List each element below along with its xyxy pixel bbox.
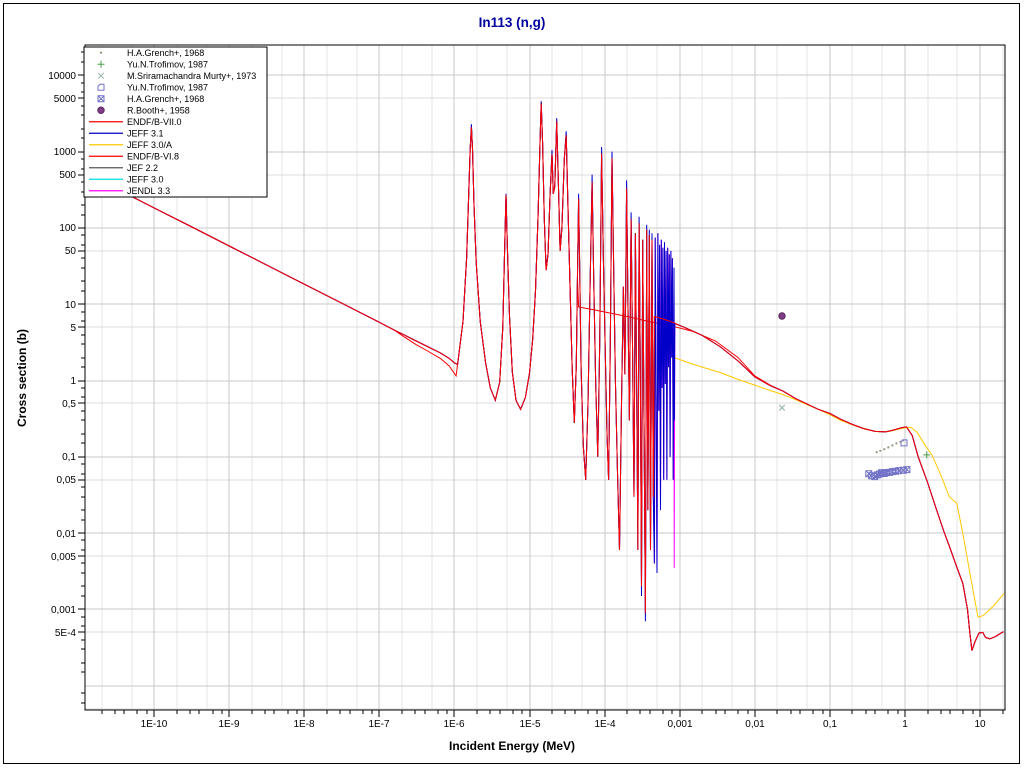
x-tick-label: 1E-9	[218, 719, 240, 730]
legend-marker-plus-icon	[97, 60, 105, 68]
gridlines	[85, 45, 1005, 710]
scatter-m.sriramachandra-murty-1973	[778, 404, 786, 411]
plot-border	[84, 44, 1006, 711]
legend-marker-x-icon	[97, 72, 105, 79]
scatter-yu.n.trofimov-1987	[900, 439, 908, 447]
legend-item-label: H.A.Grench+, 1968	[127, 48, 204, 58]
legend-item-label: Yu.N.Trofimov, 1987	[127, 82, 208, 92]
y-tick-label: 10000	[48, 71, 76, 82]
window-border	[3, 3, 1020, 764]
y-tick-label: 1	[70, 376, 76, 387]
y-tick-label: 1000	[54, 147, 77, 158]
legend-item-label: JEF 2.2	[127, 163, 158, 173]
y-tick-label: 50	[65, 246, 77, 257]
series-jeff-3.0-a	[674, 357, 1005, 618]
y-tick-label: 5	[70, 323, 76, 334]
legend-marker-circle-icon	[97, 106, 105, 114]
y-tick-label: 5E-4	[55, 628, 77, 639]
legend-item-label: R.Booth+, 1958	[127, 105, 190, 115]
x-tick-label: 1E-4	[594, 719, 616, 730]
y-tick-label: 5000	[54, 94, 77, 105]
x-tick-label: 1E-7	[368, 719, 390, 730]
scatter-r.booth-1958	[778, 312, 786, 320]
axis-ticks: 1E-10 1E-9 1E-8 1E-7 1E-6 1E-5 1E-4 0,001 0,01 0,…	[48, 51, 1004, 730]
legend-item-label: ENDF/B-VII.0	[127, 117, 182, 127]
y-tick-label: 0,05	[57, 475, 77, 486]
x-tick-label: 0,001	[667, 719, 692, 730]
y-tick-label: 0,01	[57, 529, 77, 540]
x-axis-title: Incident Energy (MeV)	[448, 739, 576, 753]
x-tick-label: 0,01	[745, 719, 765, 730]
legend-item-label: JENDL 3.3	[127, 186, 170, 196]
x-tick-label: 10	[974, 719, 986, 730]
legend-item-label: H.A.Grench+, 1968	[127, 94, 204, 104]
x-tick-label: 1E-5	[519, 719, 541, 730]
legend-item-label: Yu.N.Trofimov, 1987	[127, 59, 208, 69]
x-tick-label: 1E-10	[141, 719, 168, 730]
legend-item-label: JEFF 3.0	[127, 174, 164, 184]
y-tick-label: 10	[65, 300, 77, 311]
legend-item-label: ENDF/B-VI.8	[127, 151, 179, 161]
scatter-h.a.grench-1968	[875, 439, 905, 454]
legend-marker-boxx-icon	[97, 95, 105, 103]
scatter-yu.n.trofimov-1987	[923, 451, 931, 459]
y-tick-label: 0,5	[62, 399, 76, 410]
legend-item-label: JEFF 3.0/A	[127, 140, 172, 150]
scatter-h.a.grench-1968	[865, 466, 911, 481]
x-tick-label: 1E-6	[443, 719, 465, 730]
legend-marker-squareD-icon	[97, 83, 105, 91]
y-tick-label: 0,1	[62, 452, 76, 463]
scatter-points	[778, 312, 931, 481]
y-tick-label: 100	[59, 223, 76, 234]
series-endf-b-vii.0	[85, 103, 1004, 651]
x-tick-label: 1	[902, 719, 908, 730]
legend-marker-dot-icon	[99, 51, 103, 54]
y-tick-label: 0,005	[51, 552, 76, 563]
legend-item-label: M.Sriramachandra Murty+, 1973	[127, 71, 256, 81]
x-tick-label: 0,1	[823, 719, 837, 730]
legend-item-label: JEFF 3.1	[127, 128, 164, 138]
chart-title: In113 (n,g)	[478, 15, 546, 30]
x-tick-label: 1E-8	[293, 719, 315, 730]
y-tick-label: 500	[59, 170, 76, 181]
series	[85, 101, 1005, 651]
y-axis-title: Cross section (b)	[15, 328, 29, 428]
y-tick-label: 0,001	[51, 605, 76, 616]
